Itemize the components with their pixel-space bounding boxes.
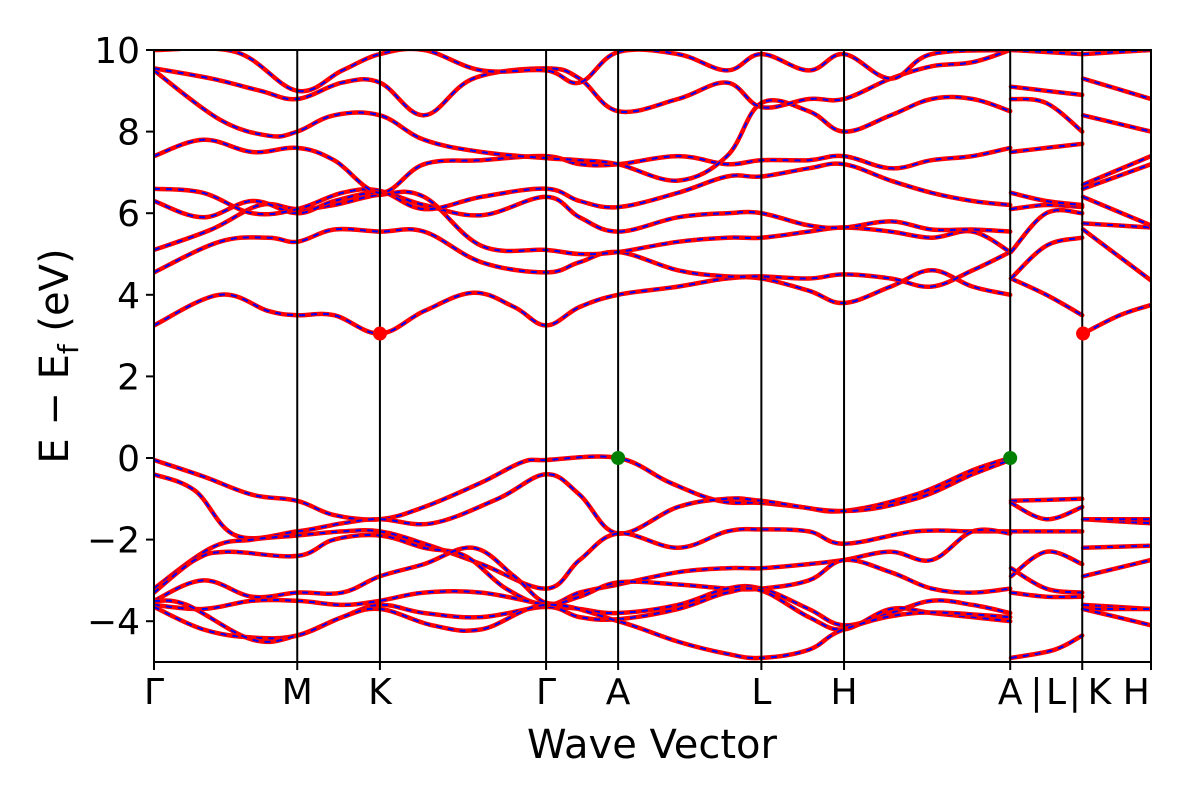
band-line-9 [154,226,1151,290]
y-tick-label: 4 [117,276,140,317]
band-line-7 [154,598,1013,661]
band-overlay-14 [154,69,1151,182]
y-tick-label: 8 [117,113,140,154]
plot-frame [153,49,1152,663]
x-tick-label: M [282,672,313,713]
band-overlay-1 [154,459,1151,540]
band-overlay-13 [154,138,1151,194]
band-line-13 [154,137,1151,196]
y-tick-label: 10 [94,31,140,72]
x-tick-label: Γ [536,672,556,713]
band-line-14 [154,68,1151,183]
y-tick-label: −4 [87,602,140,643]
y-tick-label: 0 [117,439,140,480]
band-line-6 [154,586,1151,661]
x-tick-label: K [368,672,393,713]
band-overlay-3 [154,528,1151,606]
extremum-marker-0 [372,326,387,341]
band-overlay-15 [154,50,1151,117]
band-overlay-12 [154,162,1151,216]
extrema-markers [372,326,1091,465]
band-overlay-8 [154,269,1151,335]
x-tick-label: | [1030,672,1042,713]
band-lines [154,50,1151,661]
x-tick-label: H [1123,672,1150,713]
band-overlay-2 [154,528,1151,590]
x-tick-label: H [831,672,858,713]
x-tick-label: L [1046,672,1066,713]
x-axis-label: Wave Vector [527,722,778,768]
band-line-12 [154,161,1151,217]
x-tick-label: Γ [144,672,164,713]
y-tick-label: 2 [117,357,140,398]
band-line-0 [154,454,1151,526]
x-tick-label: | [1069,672,1081,713]
band-overlay-0 [154,455,1151,525]
y-axis-label: E − Ef (eV) [32,248,85,463]
band-overlay-6 [154,587,1151,659]
y-axis-ticks: −4 −2 0 2 4 6 8 10 [87,31,154,643]
y-tick-label: 6 [117,194,140,235]
extremum-marker-2 [611,451,626,465]
extremum-marker-1 [1076,326,1091,341]
extremum-marker-3 [1003,451,1018,465]
high-symmetry-lines [153,50,1152,662]
x-tick-label: L [751,672,771,713]
x-axis-ticks: Γ M K Γ A L H A | L | K H [144,662,1152,713]
band-line-8 [154,268,1151,336]
y-tick-label: −2 [87,521,140,562]
band-line-2 [154,526,1151,591]
x-tick-label: A [606,672,631,713]
x-tick-label: K [1088,672,1113,713]
band-overlay-9 [154,228,1151,288]
x-tick-label: A [998,672,1023,713]
